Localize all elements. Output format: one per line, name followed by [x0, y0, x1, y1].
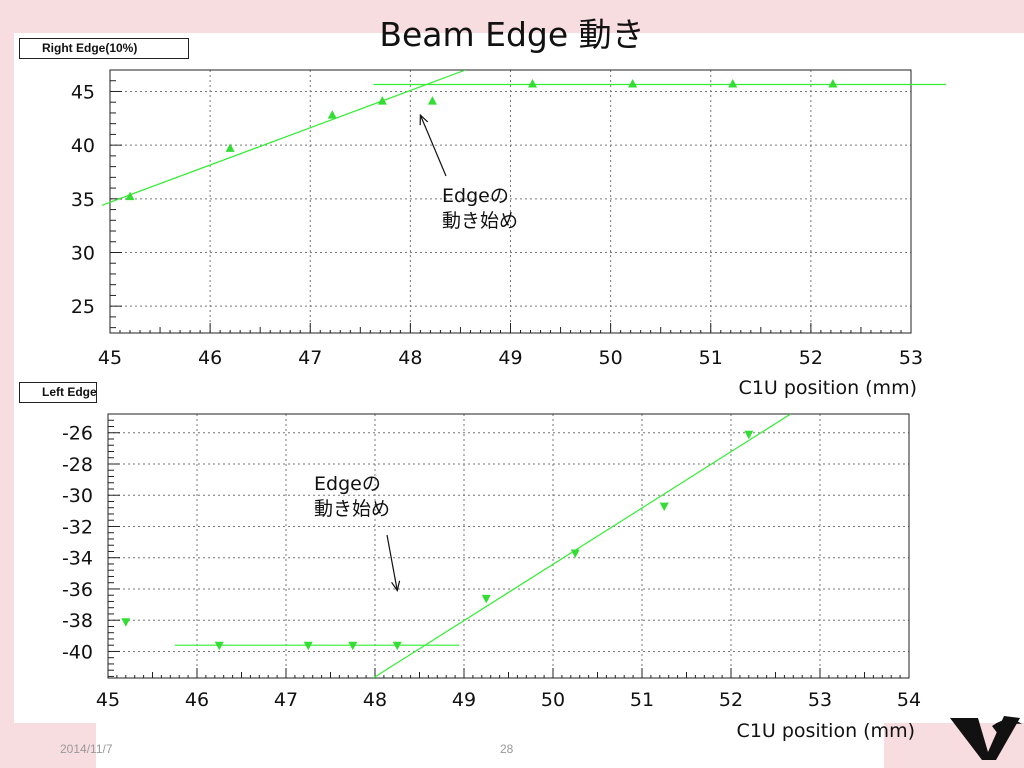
- chart-left-edge: 45 46 47 48 49 50 51 52 53 54 -26 -28 -30 -32 -34 -36 -3…: [62, 413, 921, 742]
- y-tick-label: -30: [62, 485, 93, 507]
- data-point: [225, 143, 235, 152]
- footer-page-number: 28: [500, 742, 514, 756]
- data-point: [392, 641, 402, 651]
- data-point: [125, 191, 135, 201]
- annotation-top: Edgeの 動き始め: [442, 184, 518, 234]
- y-tick-label: -26: [62, 423, 93, 445]
- x-tick-label: 45: [96, 689, 120, 711]
- annotation-arrowhead: [391, 580, 401, 592]
- y-tick-label: -32: [62, 516, 93, 538]
- data-point: [427, 96, 437, 105]
- institute-logo: [950, 716, 1022, 760]
- x-tick-label: 53: [808, 689, 832, 711]
- data-point: [528, 78, 538, 88]
- y-tick-label: 45: [71, 81, 95, 103]
- data-point: [728, 78, 738, 88]
- data-point: [327, 110, 337, 119]
- annotation-bottom-line-2: 動き始め: [314, 498, 391, 520]
- y-tick-label: -38: [62, 610, 93, 632]
- x-tick-label: 47: [274, 689, 298, 711]
- data-point: [348, 641, 358, 651]
- x-tick-label: 47: [298, 347, 322, 369]
- annotation-bottom-line-1: Edgeの: [314, 473, 381, 495]
- data-point: [481, 594, 491, 604]
- x-tick-label: 48: [398, 347, 422, 369]
- y-tick-label: -28: [62, 454, 93, 476]
- x-axis-title: C1U position (mm): [739, 377, 917, 399]
- x-tick-label: 46: [198, 347, 222, 369]
- y-tick-label: 30: [71, 242, 95, 264]
- data-point: [828, 78, 838, 88]
- chart-right-edge: 45 46 47 48 49 50 51 52 53 25 30 35 40 45 C1U position…: [71, 69, 946, 399]
- right-edge-label: Right Edge(10%): [19, 38, 189, 59]
- data-point: [214, 641, 224, 651]
- data-point: [570, 549, 580, 559]
- data-point: [121, 618, 131, 627]
- x-tick-label: 54: [897, 689, 921, 711]
- fit-line: [101, 70, 466, 206]
- plot-frame: [107, 413, 910, 679]
- y-tick-label: -40: [62, 641, 93, 663]
- x-tick-label: 46: [185, 689, 209, 711]
- data-point: [659, 502, 669, 512]
- annotation-top-line-1: Edgeの: [442, 185, 509, 207]
- fit-line: [372, 414, 791, 678]
- x-axis-title: C1U position (mm): [737, 720, 915, 742]
- x-tick-label: 51: [699, 347, 723, 369]
- x-tick-label: 52: [799, 347, 823, 369]
- x-tick-label: 50: [541, 689, 565, 711]
- footer-panel: [96, 716, 884, 768]
- data-point: [628, 78, 638, 88]
- x-tick-label: 51: [630, 689, 654, 711]
- footer-date: 2014/11/7: [60, 742, 113, 756]
- y-tick-label: 25: [71, 296, 95, 318]
- left-edge-label: Left Edge: [19, 382, 97, 403]
- annotation-arrow: [419, 114, 447, 177]
- y-tick-label: -36: [62, 579, 93, 601]
- x-tick-label: 45: [98, 347, 122, 369]
- x-tick-label: 48: [363, 689, 387, 711]
- x-tick-label: 49: [498, 347, 522, 369]
- annotation-arrowhead: [419, 113, 429, 126]
- slide-title: Beam Edge 動き: [379, 15, 645, 54]
- y-tick-label: 40: [71, 135, 95, 157]
- annotation-bottom: Edgeの 動き始め: [314, 472, 390, 522]
- x-tick-label: 49: [452, 689, 476, 711]
- slide-background: [14, 33, 1024, 723]
- data-point: [303, 641, 313, 651]
- x-tick-label: 53: [899, 347, 923, 369]
- y-tick-label: -34: [62, 548, 93, 570]
- x-tick-label: 50: [599, 347, 623, 369]
- y-tick-label: 35: [71, 189, 95, 211]
- annotation-arrow: [386, 534, 398, 591]
- x-tick-label: 52: [719, 689, 743, 711]
- data-point: [744, 430, 754, 440]
- data-point: [377, 96, 387, 105]
- annotation-top-line-2: 動き始め: [442, 210, 519, 232]
